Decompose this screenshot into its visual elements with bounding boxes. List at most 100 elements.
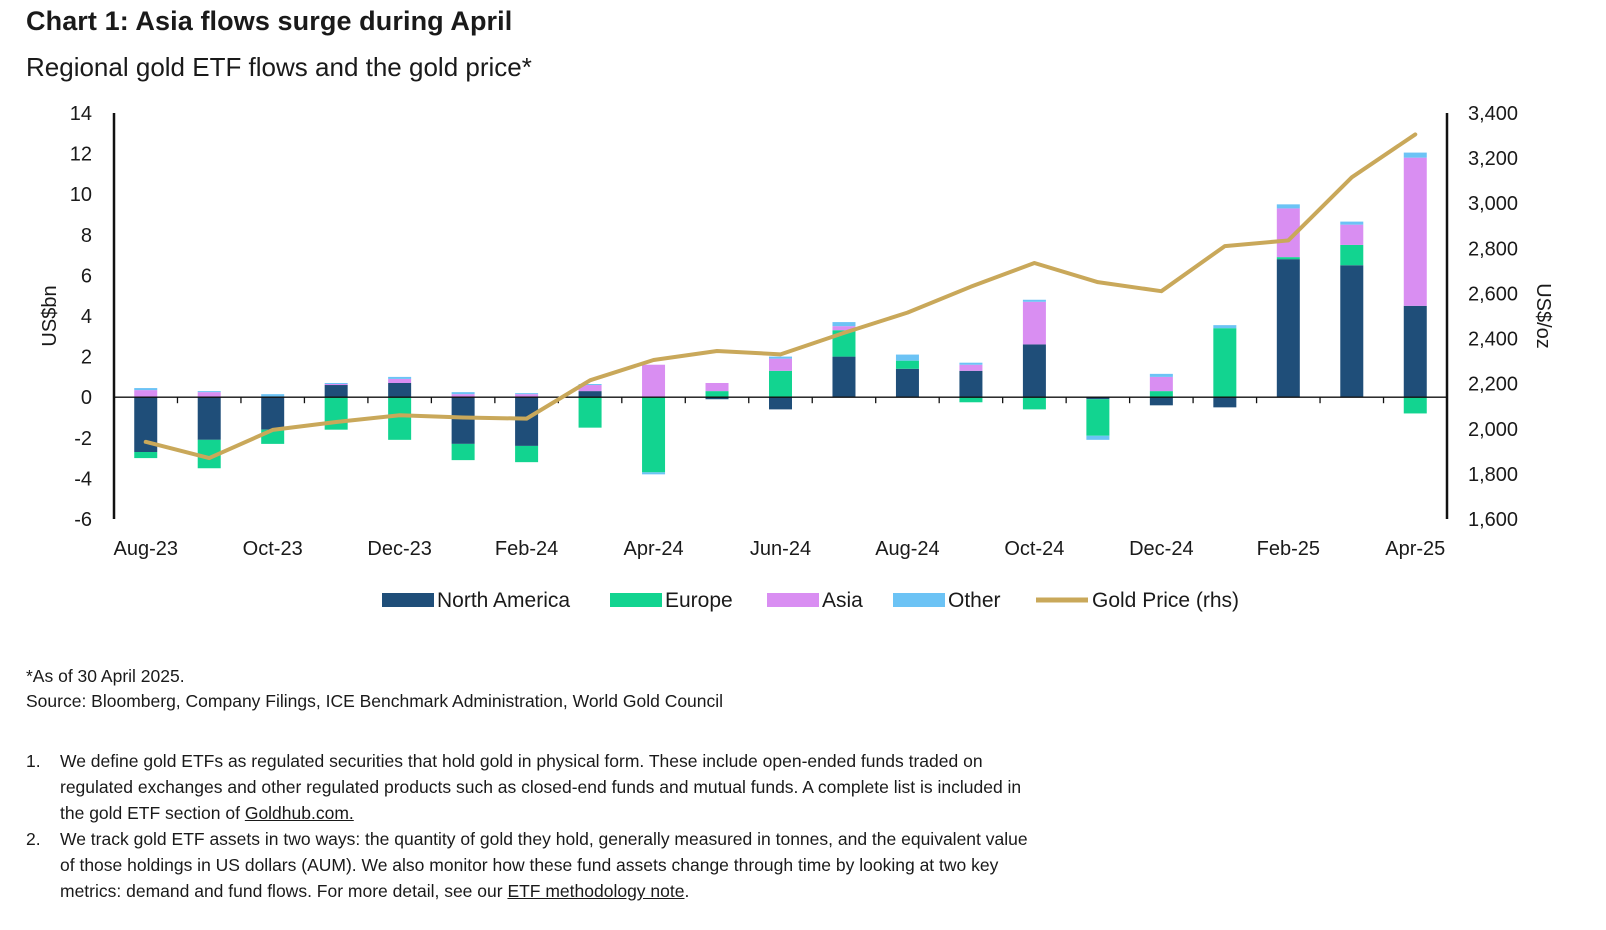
x-tick-label: Dec-24 xyxy=(1129,538,1193,560)
bar-segment xyxy=(1213,325,1237,329)
bar-segment xyxy=(388,397,412,440)
legend-label: Asia xyxy=(822,589,863,612)
bar-segment xyxy=(705,397,729,400)
bar-segment xyxy=(197,439,221,469)
y2-tick-label: 2,200 xyxy=(1468,374,1518,396)
bar-segment xyxy=(895,360,919,369)
bar-segment xyxy=(197,392,221,398)
bar-segment xyxy=(959,364,983,371)
bar-segment xyxy=(451,394,475,398)
bar-segment xyxy=(769,370,792,398)
bar-segment xyxy=(324,385,348,398)
bar-segment xyxy=(451,392,475,395)
bar-segment xyxy=(515,394,539,398)
bar-segment xyxy=(705,391,729,398)
legend-label: North America xyxy=(437,589,570,612)
y2-tick-label: 1,600 xyxy=(1468,509,1518,531)
footnote-text: We define gold ETFs as regulated securit… xyxy=(60,751,1022,823)
bar-segment xyxy=(959,370,983,398)
footnote-text: We track gold ETF assets in two ways: th… xyxy=(60,829,1028,901)
bar-segment xyxy=(1022,301,1046,345)
bar-segment xyxy=(134,397,158,453)
chart-subtitle: Regional gold ETF flows and the gold pri… xyxy=(26,52,532,82)
bar-segment xyxy=(197,397,221,440)
legend-label: Other xyxy=(948,589,1001,612)
y2-tick-label: 1,800 xyxy=(1468,464,1518,486)
bar-segment xyxy=(324,382,348,385)
x-tick-label: Apr-24 xyxy=(624,538,684,560)
bar-segment xyxy=(1149,391,1173,398)
bar-segment xyxy=(515,445,539,463)
y-axis-title: US$bn xyxy=(39,285,61,346)
bar-segment xyxy=(642,397,666,473)
y-tick-label: 10 xyxy=(70,184,92,206)
bar-segment xyxy=(769,397,792,410)
legend-swatch xyxy=(767,593,819,607)
footnote-tail: . xyxy=(684,881,690,901)
bar-segment xyxy=(578,391,602,398)
bar-segment xyxy=(451,443,475,461)
chart-title: Chart 1: Asia flows surge during April xyxy=(26,6,513,36)
bar-segment xyxy=(451,397,475,444)
x-tick-label: Apr-25 xyxy=(1385,538,1445,560)
y-tick-label: 2 xyxy=(81,347,92,369)
bar-segment xyxy=(769,356,792,359)
y-tick-label: 4 xyxy=(81,306,92,328)
y-tick-label: -4 xyxy=(74,468,92,490)
bar-segment xyxy=(1213,397,1237,408)
bar-segment xyxy=(1340,265,1364,398)
y2-tick-label: 2,800 xyxy=(1468,238,1518,260)
bar-segment xyxy=(1403,152,1427,158)
footnote-number: 1. xyxy=(26,751,41,771)
bar-segment xyxy=(515,393,539,395)
etf-methodology-link[interactable]: ETF methodology note xyxy=(507,881,685,901)
bar-segment xyxy=(895,368,919,398)
bar-segment xyxy=(1403,305,1427,398)
asof-note: *As of 30 April 2025. xyxy=(26,666,185,686)
bar-segment xyxy=(134,452,158,459)
bar-segment xyxy=(642,364,666,398)
bar-segment xyxy=(388,382,412,398)
legend-swatch xyxy=(610,593,662,607)
bar-segment xyxy=(1086,435,1110,440)
bar-segment xyxy=(1276,204,1300,209)
etf-flows-chart: 14 12 10 8 6 4 2 0 -2 -4 -6 3,400 3,200 3,000 2,800 2,6… xyxy=(39,103,1554,612)
bar-segment xyxy=(578,384,602,386)
source-note: Source: Bloomberg, Company Filings, ICE … xyxy=(26,691,724,711)
bar-segment xyxy=(1276,257,1300,260)
bar-segment xyxy=(959,397,983,403)
bar-segment xyxy=(578,385,602,392)
x-tick-label: Aug-23 xyxy=(113,538,178,560)
y-tick-label: 12 xyxy=(70,144,92,166)
bar-segment xyxy=(832,326,856,331)
goldhub-link[interactable]: Goldhub.com. xyxy=(244,803,354,823)
bar-segment xyxy=(1403,397,1427,414)
bar-segment xyxy=(134,388,158,391)
bar-segment xyxy=(324,384,348,386)
x-tick-label: Aug-24 xyxy=(875,538,940,560)
bar-segment xyxy=(1149,376,1173,392)
legend-swatch xyxy=(382,593,434,607)
legend-label: Europe xyxy=(665,589,733,612)
bar-segment xyxy=(1022,397,1046,410)
bar-segment xyxy=(1149,373,1173,377)
y2-tick-label: 3,200 xyxy=(1468,148,1518,170)
bar-segment xyxy=(261,397,285,430)
y2-tick-label: 2,600 xyxy=(1468,283,1518,305)
y2-tick-label: 3,000 xyxy=(1468,193,1518,215)
y-tick-label: 6 xyxy=(81,265,92,287)
bar-segment xyxy=(1149,397,1173,406)
bar-segment xyxy=(1340,221,1364,225)
x-tick-label: Feb-24 xyxy=(495,538,558,560)
footnote-1: 1. We define gold ETFs as regulated secu… xyxy=(26,748,1036,826)
footnote-2: 2. We track gold ETF assets in two ways:… xyxy=(26,826,1036,904)
bar-segment xyxy=(388,378,412,383)
bar-segment xyxy=(1213,328,1237,398)
x-tick-label: Dec-23 xyxy=(367,538,431,560)
y-tick-label: 8 xyxy=(81,225,92,247)
x-tick-label: Oct-23 xyxy=(243,538,303,560)
y2-axis-title: US$/oz xyxy=(1532,283,1554,349)
bar-segment xyxy=(1340,224,1364,245)
x-tick-label: Oct-24 xyxy=(1004,538,1064,560)
x-tick-label: Jun-24 xyxy=(750,538,811,560)
